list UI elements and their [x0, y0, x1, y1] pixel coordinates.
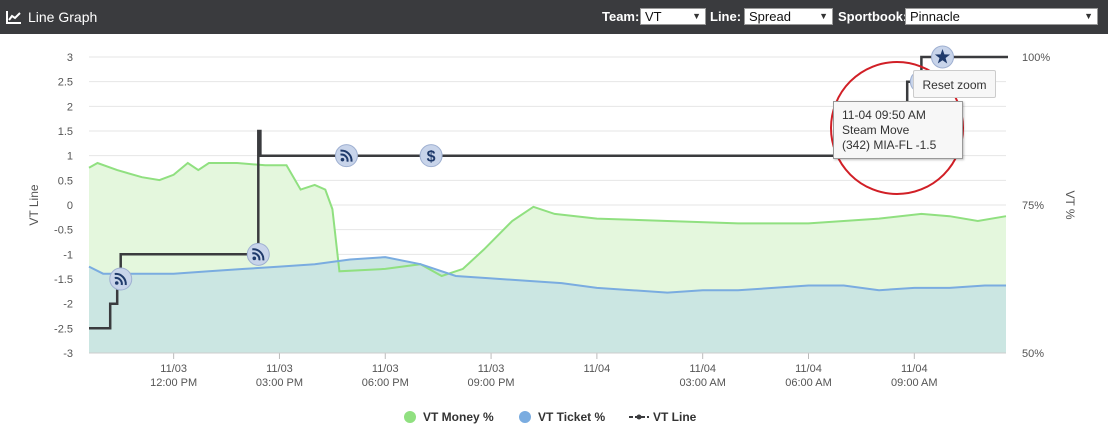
chevron-down-icon: ▼ — [819, 11, 828, 21]
signal-arc — [252, 252, 261, 261]
highlight-circle — [830, 61, 964, 195]
legend-item-money[interactable]: VT Money % — [404, 410, 494, 424]
header-bar: Line Graph Team: VT ▼ Line: Spread ▼ Spo… — [0, 0, 1108, 34]
signal-icon — [334, 144, 358, 168]
dollar-glyph: $ — [427, 149, 436, 166]
x-tick-time: 09:00 AM — [891, 377, 937, 389]
y-tick-label: 3 — [67, 52, 73, 64]
y-tick-label: -1.5 — [54, 274, 73, 286]
y2-tick-label: 75% — [1022, 200, 1044, 212]
team-select[interactable]: VT ▼ — [640, 8, 706, 25]
y-axis-title: VT Line — [27, 184, 41, 225]
line-select[interactable]: Spread ▼ — [744, 8, 833, 25]
signal-arc — [114, 272, 127, 286]
team-select-value: VT — [645, 9, 662, 24]
signal-arc — [252, 248, 265, 261]
legend-ticket-label: VT Ticket % — [538, 410, 606, 424]
signal-arc — [114, 276, 123, 286]
x-tick-time: 12:00 PM — [150, 377, 197, 389]
tooltip-time: 11-04 09:50 AM — [842, 108, 926, 122]
sportsbook-label: Sportbook: — [838, 9, 908, 24]
y-tick-label: -2 — [63, 299, 73, 311]
dollar-icon-bg — [419, 144, 443, 168]
y-tick-label: 2.5 — [58, 77, 73, 89]
x-tick-date: 11/03 — [372, 363, 399, 375]
legend-item-ticket[interactable]: VT Ticket % — [519, 410, 605, 424]
signal-dot — [114, 281, 119, 285]
x-tick-date: 11/04 — [689, 363, 716, 375]
y-tick-label: 0 — [67, 200, 73, 212]
legend-money-label: VT Money % — [423, 410, 494, 424]
money-series-line — [88, 161, 1007, 278]
x-tick-time: 06:00 PM — [362, 377, 409, 389]
line-select-value: Spread — [749, 9, 791, 24]
line-label: Line: — [710, 9, 742, 24]
y-tick-label: -3 — [63, 348, 73, 360]
signal-dot — [252, 256, 257, 261]
y-tick-label: 1.5 — [58, 126, 73, 138]
star-glyph — [934, 49, 951, 64]
x-tick-date: 11/04 — [584, 363, 611, 375]
signal-arc — [340, 149, 353, 162]
legend-money-swatch — [404, 411, 416, 423]
chevron-down-icon: ▼ — [1084, 11, 1093, 21]
legend-line-label: VT Line — [653, 410, 697, 424]
team-label: Team: — [602, 9, 640, 24]
legend-line-swatch — [629, 414, 649, 420]
ticket-series-line — [88, 256, 1006, 294]
panel-title-text: Line Graph — [28, 9, 98, 25]
star-icon — [931, 45, 955, 69]
panel-title: Line Graph — [6, 9, 97, 25]
x-tick-time: 03:00 PM — [256, 377, 303, 389]
y-tick-label: -1 — [63, 249, 73, 261]
tooltip-detail: (342) MIA-FL -1.5 — [842, 138, 937, 152]
signal-icon — [246, 242, 270, 266]
signal-dot — [340, 157, 345, 162]
chevron-down-icon: ▼ — [692, 11, 701, 21]
y-tick-label: 1 — [67, 151, 73, 163]
y-tick-label: 2 — [67, 101, 73, 113]
y2-tick-label: 100% — [1022, 52, 1050, 64]
ticket-area — [89, 257, 1006, 353]
tooltip-event: Steam Move — [842, 123, 910, 137]
x-tick-time: 09:00 PM — [468, 377, 515, 389]
x-tick-date: 11/03 — [478, 363, 505, 375]
legend-item-line[interactable]: VT Line — [629, 410, 696, 424]
y-tick-label: -0.5 — [54, 225, 73, 237]
chart-tooltip: 11-04 09:50 AM Steam Move (342) MIA-FL -… — [833, 101, 963, 159]
y-tick-label: -2.5 — [54, 323, 73, 335]
dollar-icon: $ — [419, 144, 443, 168]
signal-icon — [109, 267, 133, 291]
x-tick-time: 03:00 AM — [679, 377, 725, 389]
y2-tick-label: 50% — [1022, 348, 1044, 360]
x-tick-date: 11/04 — [795, 363, 822, 375]
legend-ticket-swatch — [519, 411, 531, 423]
sportsbook-select[interactable]: Pinnacle ▼ — [905, 8, 1098, 25]
signal-arc — [340, 153, 349, 162]
x-tick-date: 11/03 — [160, 363, 187, 375]
y2-axis-title: VT % — [1063, 190, 1077, 219]
x-tick-time: 06:00 AM — [785, 377, 831, 389]
sportsbook-select-value: Pinnacle — [910, 9, 960, 24]
y-tick-label: 0.5 — [58, 175, 73, 187]
line-chart-icon — [6, 11, 21, 24]
x-tick-date: 11/04 — [901, 363, 928, 375]
x-tick-date: 11/03 — [266, 363, 293, 375]
reset-zoom-button[interactable]: Reset zoom — [913, 70, 996, 98]
